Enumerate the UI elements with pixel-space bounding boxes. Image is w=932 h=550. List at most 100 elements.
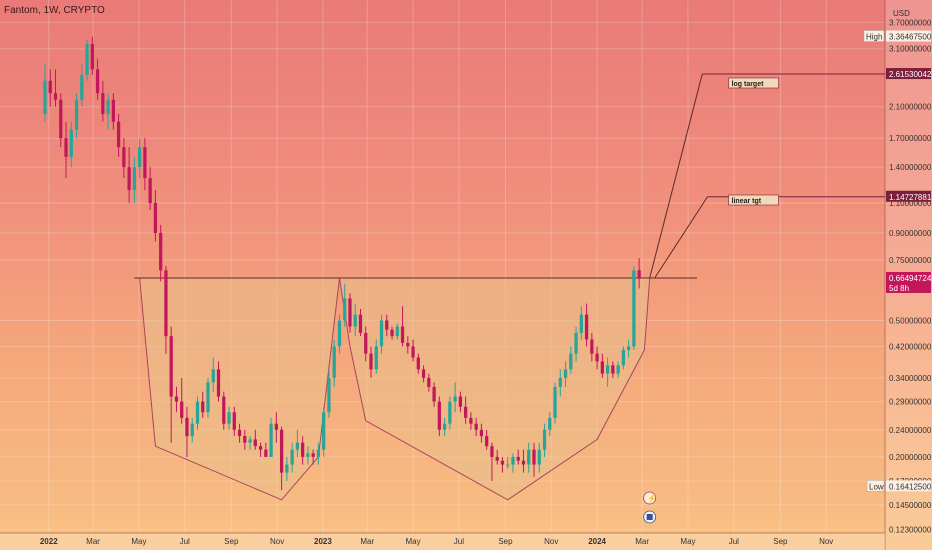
- candle[interactable]: [59, 93, 63, 148]
- candle[interactable]: [421, 365, 426, 383]
- linear-target-annotation[interactable]: linear tgt: [728, 194, 779, 206]
- candle[interactable]: [190, 417, 194, 443]
- candle[interactable]: [548, 412, 552, 437]
- candle[interactable]: [558, 369, 562, 397]
- candle[interactable]: [353, 303, 357, 337]
- candle[interactable]: [127, 147, 131, 204]
- candle[interactable]: [537, 442, 541, 473]
- candle[interactable]: [201, 391, 205, 418]
- candle[interactable]: [174, 386, 179, 413]
- candle[interactable]: [469, 412, 473, 430]
- candle[interactable]: [542, 423, 547, 457]
- candle[interactable]: [185, 406, 189, 457]
- candle[interactable]: [411, 339, 415, 362]
- candle[interactable]: [216, 361, 221, 402]
- candle[interactable]: [169, 326, 173, 443]
- candle[interactable]: [327, 369, 331, 418]
- flash-icon[interactable]: ⚡: [643, 491, 657, 505]
- candle[interactable]: [95, 58, 100, 100]
- candle[interactable]: [453, 382, 457, 413]
- candle[interactable]: [258, 442, 263, 457]
- candle[interactable]: [521, 449, 526, 473]
- candle[interactable]: [485, 429, 489, 450]
- candle[interactable]: [195, 396, 200, 430]
- candle[interactable]: [584, 303, 589, 347]
- candle[interactable]: [264, 442, 268, 457]
- candle[interactable]: [637, 258, 641, 289]
- candle[interactable]: [395, 323, 399, 340]
- candle[interactable]: [211, 357, 215, 392]
- candle[interactable]: [574, 326, 578, 362]
- candle[interactable]: [279, 426, 284, 491]
- candle[interactable]: [406, 336, 410, 354]
- candle[interactable]: [600, 353, 604, 378]
- candle[interactable]: [306, 446, 310, 465]
- candle[interactable]: [569, 346, 573, 374]
- candle[interactable]: [332, 339, 336, 387]
- candle[interactable]: [511, 453, 515, 473]
- candle[interactable]: [595, 346, 599, 370]
- candle[interactable]: [337, 314, 342, 354]
- candle[interactable]: [43, 63, 47, 122]
- candle[interactable]: [101, 80, 105, 122]
- candle[interactable]: [442, 417, 447, 437]
- candle[interactable]: [111, 93, 115, 130]
- candle[interactable]: [427, 373, 431, 392]
- candle[interactable]: [227, 406, 231, 430]
- candle[interactable]: [311, 449, 315, 465]
- candle[interactable]: [222, 391, 226, 430]
- candle[interactable]: [348, 293, 352, 333]
- log-target-annotation[interactable]: log target: [728, 77, 779, 89]
- candle[interactable]: [69, 121, 73, 168]
- candle[interactable]: [269, 417, 273, 457]
- candle[interactable]: [106, 93, 110, 130]
- candle[interactable]: [379, 314, 384, 354]
- candle[interactable]: [90, 36, 94, 75]
- candle[interactable]: [301, 436, 305, 465]
- candle[interactable]: [432, 382, 436, 407]
- candle[interactable]: [132, 156, 137, 204]
- candle[interactable]: [253, 429, 257, 450]
- candle[interactable]: [527, 442, 531, 473]
- candle[interactable]: [369, 346, 373, 378]
- candle[interactable]: [495, 449, 499, 465]
- candle[interactable]: [48, 69, 52, 107]
- candle[interactable]: [343, 283, 347, 327]
- candle[interactable]: [532, 442, 536, 477]
- candle[interactable]: [153, 190, 158, 242]
- candle[interactable]: [590, 332, 594, 362]
- candle[interactable]: [632, 266, 636, 351]
- candle[interactable]: [232, 406, 236, 437]
- candle[interactable]: [458, 391, 463, 413]
- candle[interactable]: [164, 266, 168, 354]
- candle[interactable]: [316, 442, 321, 465]
- candle[interactable]: [159, 224, 163, 282]
- candle[interactable]: [180, 377, 184, 424]
- candle[interactable]: [563, 361, 568, 387]
- candle[interactable]: [506, 456, 510, 469]
- candle[interactable]: [627, 339, 631, 358]
- candle[interactable]: [400, 306, 405, 347]
- candle[interactable]: [516, 449, 520, 465]
- candle[interactable]: [206, 377, 210, 418]
- candle[interactable]: [116, 114, 121, 157]
- candle[interactable]: [148, 167, 152, 210]
- candle[interactable]: [616, 361, 620, 378]
- candle[interactable]: [322, 406, 326, 457]
- candle[interactable]: [80, 63, 84, 107]
- candle[interactable]: [448, 396, 452, 430]
- candle[interactable]: [274, 412, 278, 443]
- candle[interactable]: [85, 39, 89, 81]
- candle[interactable]: [474, 417, 478, 437]
- candle[interactable]: [464, 396, 468, 424]
- candle[interactable]: [248, 436, 252, 450]
- candle[interactable]: [605, 357, 610, 387]
- candle[interactable]: [64, 121, 68, 179]
- candle[interactable]: [553, 382, 557, 424]
- candle[interactable]: [611, 361, 615, 378]
- candle[interactable]: [479, 423, 484, 443]
- candle[interactable]: [53, 69, 58, 107]
- candle[interactable]: [437, 396, 441, 437]
- candle[interactable]: [390, 326, 394, 340]
